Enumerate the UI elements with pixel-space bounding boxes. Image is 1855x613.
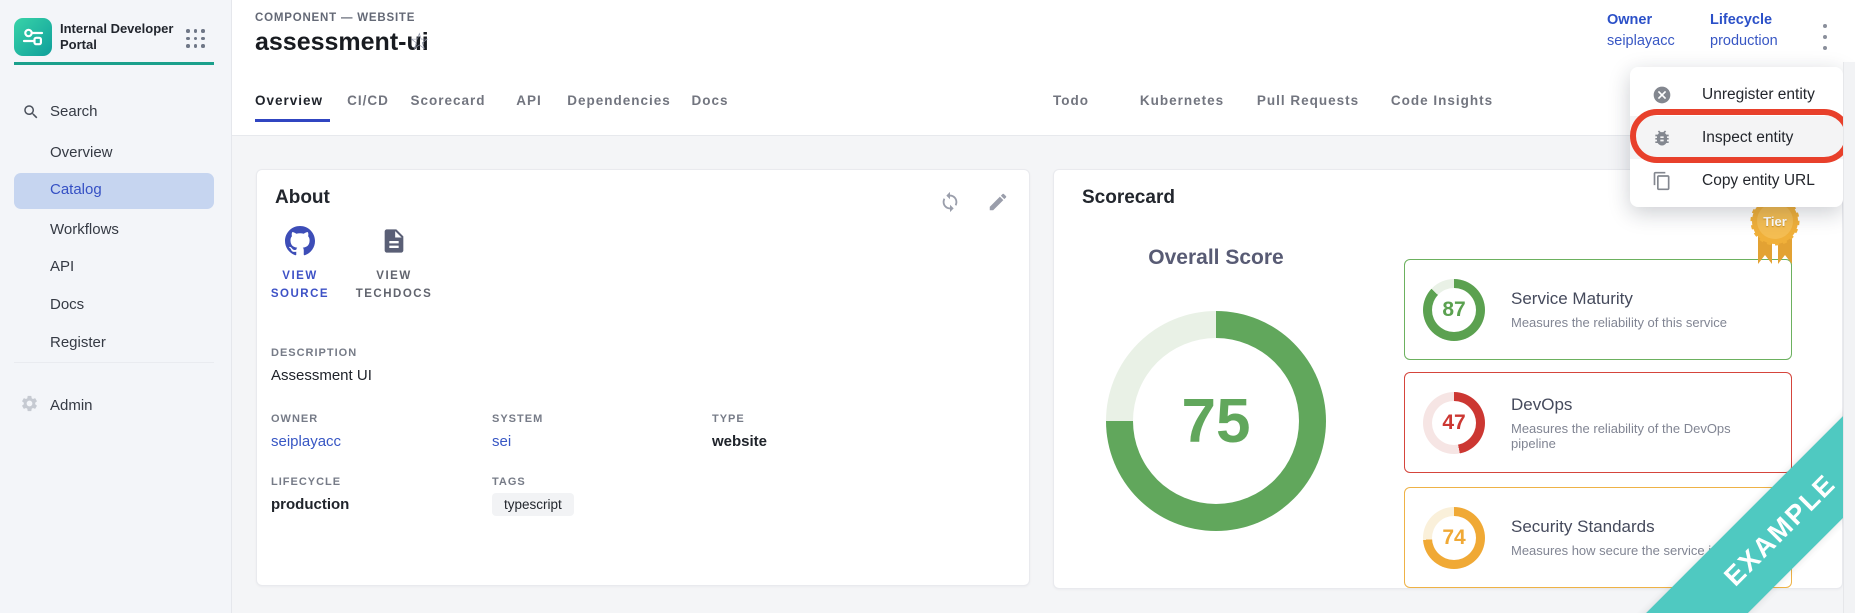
scorecard-item-service-maturity[interactable]: 87 Service Maturity Measures the reliabi… [1404, 259, 1792, 360]
bug-icon [1655, 130, 1669, 145]
owner-value[interactable]: seiplayacc [1607, 33, 1675, 49]
sidebar-item-label: Catalog [50, 181, 102, 198]
menu-item-copy-entity-url[interactable]: Copy entity URL [1630, 159, 1843, 202]
techdocs-doc-icon [384, 229, 404, 253]
app-logo[interactable]: Internal Developer Portal [14, 18, 178, 56]
menu-item-label: Inspect entity [1702, 128, 1794, 146]
scorecard-item-title: DevOps [1511, 394, 1573, 414]
scorecard-item-desc: Measures the reliability of this service [1511, 315, 1728, 330]
tags-field-label: TAGS [492, 476, 526, 488]
owner-info: Owner seiplayacc [1607, 10, 1675, 52]
active-tab-underline [255, 119, 330, 122]
sidebar-item-workflows[interactable]: Workflows [50, 221, 119, 238]
lifecycle-field-label: LIFECYCLE [271, 476, 342, 488]
search-icon [24, 105, 38, 119]
scorecard-item-title: Security Standards [1511, 517, 1655, 536]
tab-cicd[interactable]: CI/CD [347, 93, 389, 108]
lifecycle-field-value: production [271, 496, 350, 513]
sidebar-item-docs[interactable]: Docs [50, 296, 85, 313]
github-icon [285, 226, 315, 256]
page-title: assessment-ui [255, 28, 429, 56]
system-field-value[interactable]: sei [492, 433, 512, 450]
devops-donut: 47 [1423, 391, 1485, 454]
view-source-link[interactable]: VIEW SOURCE [240, 226, 360, 303]
tab-pull-requests[interactable]: Pull Requests [1256, 93, 1360, 108]
lifecycle-value: production [1710, 33, 1778, 49]
sidebar-item-overview[interactable]: Overview [50, 144, 113, 161]
devops-score: 47 [1442, 410, 1466, 434]
sidebar-item-catalog[interactable]: Catalog [14, 173, 214, 209]
apps-grid-icon[interactable] [186, 29, 206, 49]
service-maturity-score: 87 [1442, 297, 1466, 321]
type-field-label: TYPE [712, 413, 745, 425]
security-standards-score: 74 [1442, 525, 1466, 549]
view-source-label: VIEW SOURCE [270, 270, 330, 300]
scorecard-card: Scorecard Overall Score 75 87 Service Ma… [1053, 169, 1843, 589]
owner-label: Owner [1607, 12, 1653, 28]
description-value: Assessment UI [271, 367, 372, 384]
favorite-star-icon[interactable]: ☆ [409, 28, 430, 54]
scorecard-item-desc: Measures how secure the service is [1511, 543, 1718, 558]
gear-icon [22, 395, 37, 412]
more-options-kebab-icon[interactable] [1817, 24, 1833, 50]
system-field-label: SYSTEM [492, 413, 544, 425]
menu-item-inspect-entity[interactable]: Inspect entity [1630, 116, 1843, 159]
tier-award-badge: Tier [1745, 196, 1805, 273]
tab-todo[interactable]: Todo [1053, 93, 1089, 108]
logo-divider [14, 62, 214, 65]
about-card: About VIEW SOURCE VIEW TECHDOCS DESCRIPT… [256, 169, 1030, 586]
sidebar-item-admin[interactable]: Admin [50, 397, 93, 414]
tab-kubernetes[interactable]: Kubernetes [1139, 93, 1225, 108]
about-title: About [275, 187, 330, 208]
copy-icon [1653, 171, 1670, 190]
view-techdocs-link[interactable]: VIEW TECHDOCS [334, 226, 454, 303]
sidebar: Internal Developer Portal Search Overvie… [0, 0, 232, 613]
tier-badge-label: Tier [1763, 214, 1787, 229]
overall-score-donut: 75 [1106, 311, 1326, 531]
service-maturity-donut: 87 [1423, 278, 1485, 341]
vertical-scrollbar[interactable] [1843, 62, 1855, 613]
security-standards-donut: 74 [1423, 506, 1485, 569]
cancel-circle-icon [1653, 86, 1671, 103]
sidebar-item-search[interactable]: Search [50, 103, 98, 120]
sidebar-divider [14, 362, 214, 363]
description-label: DESCRIPTION [271, 347, 358, 359]
sidebar-item-register[interactable]: Register [50, 334, 106, 351]
entity-kind-breadcrumb: COMPONENT — WEBSITE [255, 12, 416, 24]
menu-item-unregister-entity[interactable]: Unregister entity [1630, 73, 1843, 116]
scorecard-item-devops[interactable]: 47 DevOps Measures the reliability of th… [1404, 372, 1792, 473]
type-field-value: website [712, 433, 768, 450]
tab-docs[interactable]: Docs [691, 93, 729, 108]
refresh-icon[interactable] [939, 191, 961, 213]
entity-header [232, 0, 1855, 67]
tab-overview[interactable]: Overview [254, 93, 324, 108]
tab-code-insights[interactable]: Code Insights [1390, 93, 1494, 108]
menu-item-label: Copy entity URL [1702, 171, 1815, 189]
tab-scorecard[interactable]: Scorecard [410, 93, 486, 108]
edit-pencil-icon[interactable] [987, 191, 1009, 213]
scorecard-item-desc: Measures the reliability of the DevOps p… [1511, 420, 1731, 451]
menu-item-label: Unregister entity [1702, 85, 1815, 103]
owner-field-value[interactable]: seiplayacc [271, 433, 342, 450]
overall-score-label: Overall Score [1148, 246, 1284, 269]
lifecycle-info: Lifecycle production [1710, 10, 1778, 52]
entity-tabs-bar: Overview CI/CD Scorecard API Dependencie… [232, 67, 1855, 136]
entity-options-menu: Unregister entity Inspect entity Copy en… [1630, 67, 1843, 207]
tag-chip[interactable]: typescript [492, 493, 574, 516]
portal-title: Internal Developer Portal [60, 21, 174, 52]
overall-score-value: 75 [1181, 386, 1251, 456]
portal-logo-icon [14, 18, 52, 56]
tab-api[interactable]: API [516, 93, 542, 108]
view-techdocs-label: VIEW TECHDOCS [355, 270, 433, 300]
scorecard-title: Scorecard [1082, 187, 1175, 208]
owner-field-label: OWNER [271, 413, 319, 425]
lifecycle-label: Lifecycle [1710, 12, 1773, 28]
sidebar-item-api[interactable]: API [50, 258, 75, 275]
tab-dependencies[interactable]: Dependencies [567, 93, 671, 108]
scorecard-item-title: Service Maturity [1511, 289, 1633, 308]
